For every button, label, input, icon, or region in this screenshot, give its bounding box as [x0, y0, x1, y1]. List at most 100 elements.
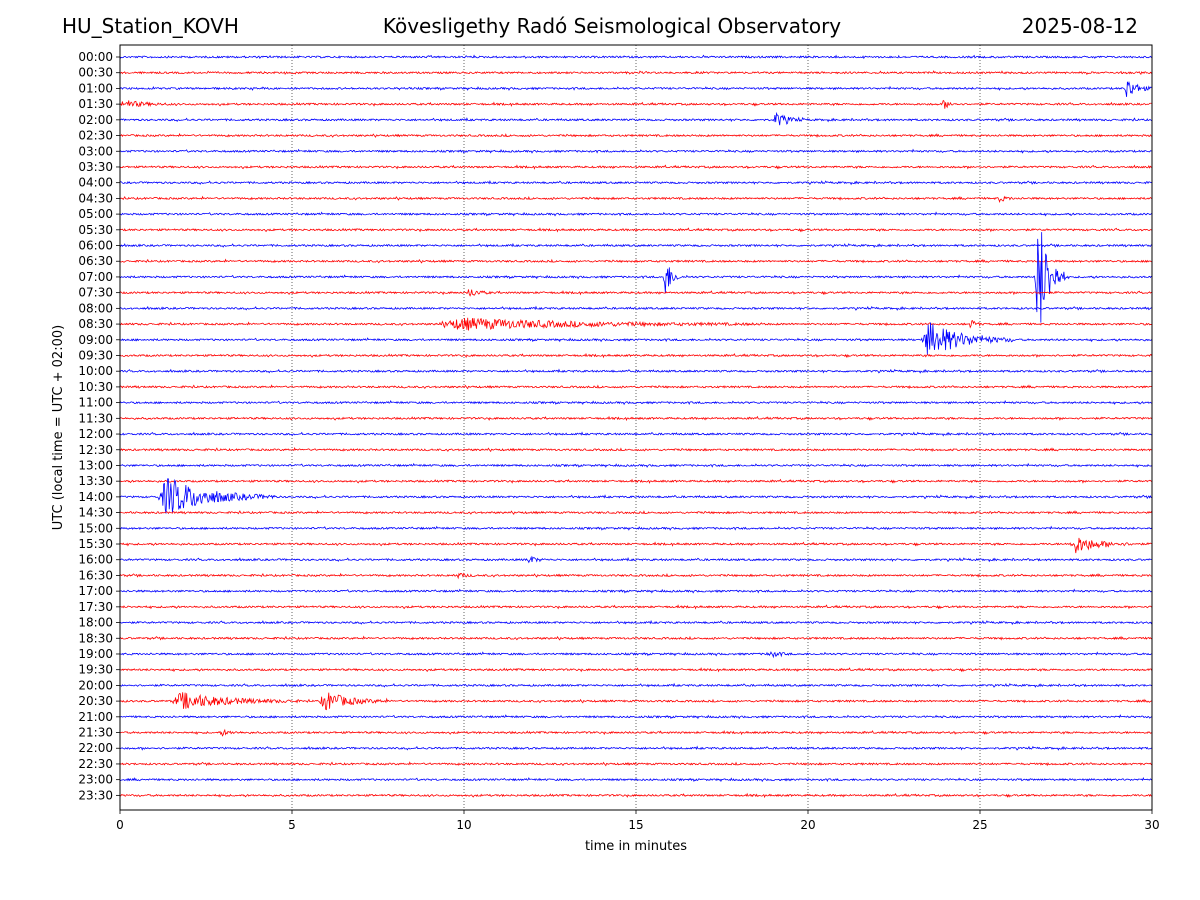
station-name: HU_Station_KOVH	[62, 14, 239, 38]
trace-0830	[120, 317, 1152, 331]
x-tick-label: 0	[116, 818, 124, 832]
trace-2100	[120, 714, 1152, 720]
trace-0900	[120, 322, 1152, 355]
trace-1000	[120, 368, 1152, 374]
trace-0230	[120, 132, 1152, 138]
x-tick-label: 15	[628, 818, 643, 832]
x-tick-label: 30	[1144, 818, 1159, 832]
y-tick-label: 23:30	[78, 788, 113, 802]
x-tick-label: 5	[288, 818, 296, 832]
trace-2000	[120, 682, 1152, 688]
y-tick-label: 21:30	[78, 726, 113, 740]
trace-0030	[120, 70, 1152, 76]
trace-1400	[120, 478, 1152, 514]
y-tick-label: 00:30	[78, 66, 113, 80]
trace-0330	[120, 164, 1152, 170]
y-tick-label: 19:00	[78, 647, 113, 661]
y-tick-label: 22:00	[78, 741, 113, 755]
y-tick-label: 03:30	[78, 160, 113, 174]
y-tick-label: 17:00	[78, 584, 113, 598]
trace-2200	[120, 745, 1152, 751]
trace-1100	[120, 399, 1152, 406]
trace-0300	[120, 148, 1152, 154]
y-tick-label: 14:30	[78, 506, 113, 520]
trace-1800	[120, 619, 1152, 626]
y-tick-label: 07:00	[78, 270, 113, 284]
x-tick-label: 10	[456, 818, 471, 832]
y-tick-label: 08:30	[78, 317, 113, 331]
y-tick-label: 02:00	[78, 113, 113, 127]
trace-1500	[120, 525, 1152, 531]
y-tick-label: 00:00	[78, 50, 113, 64]
y-tick-label: 17:30	[78, 600, 113, 614]
y-tick-label: 16:30	[78, 568, 113, 582]
y-tick-label: 16:00	[78, 553, 113, 567]
trace-1030	[120, 384, 1152, 390]
y-tick-label: 01:30	[78, 97, 113, 111]
y-tick-label: 12:00	[78, 427, 113, 441]
traces	[120, 54, 1152, 799]
y-tick-label: 15:30	[78, 537, 113, 551]
trace-0200	[120, 111, 1152, 126]
trace-0430	[120, 195, 1152, 204]
trace-2030	[120, 692, 1152, 711]
trace-2230	[120, 761, 1152, 767]
trace-0400	[120, 179, 1152, 186]
y-tick-label: 06:00	[78, 239, 113, 253]
trace-1430	[120, 509, 1152, 515]
y-tick-label: 20:00	[78, 678, 113, 692]
y-tick-label: 15:00	[78, 521, 113, 535]
y-tick-label: 03:00	[78, 144, 113, 158]
trace-1900	[120, 651, 1152, 659]
trace-1700	[120, 588, 1152, 594]
trace-0130	[120, 99, 1152, 109]
trace-0800	[120, 305, 1152, 311]
y-tick-label: 14:00	[78, 490, 113, 504]
trace-0600	[120, 242, 1152, 249]
y-tick-label: 20:30	[78, 694, 113, 708]
y-tick-label: 19:30	[78, 663, 113, 677]
y-tick-label: 09:00	[78, 333, 113, 347]
y-tick-label: 21:00	[78, 710, 113, 724]
record-date: 2025-08-12	[1021, 14, 1138, 38]
y-tick-label: 23:00	[78, 773, 113, 787]
trace-0500	[120, 211, 1152, 217]
y-tick-label: 05:30	[78, 223, 113, 237]
y-axis-label: UTC (local time = UTC + 02:00)	[51, 325, 66, 530]
y-tick-label: 18:30	[78, 631, 113, 645]
y-tick-label: 13:00	[78, 458, 113, 472]
y-tick-label: 12:30	[78, 443, 113, 457]
observatory-title: Kövesligethy Radó Seismological Observat…	[382, 14, 842, 38]
trace-1930	[120, 667, 1152, 673]
y-tick-label: 05:00	[78, 207, 113, 221]
trace-0530	[120, 227, 1152, 233]
y-tick-label: 07:30	[78, 286, 113, 300]
trace-2300	[120, 776, 1152, 783]
y-tick-label: 22:30	[78, 757, 113, 771]
trace-0930	[120, 352, 1152, 359]
trace-1530	[120, 537, 1152, 554]
trace-1130	[120, 415, 1152, 422]
y-tick-label: 11:30	[78, 411, 113, 425]
y-tick-label: 04:00	[78, 176, 113, 190]
trace-0700	[120, 232, 1152, 323]
y-tick-label: 06:30	[78, 254, 113, 268]
y-tick-label: 10:30	[78, 380, 113, 394]
y-tick-label: 08:00	[78, 301, 113, 315]
y-tick-label: 02:30	[78, 129, 113, 143]
trace-0630	[120, 258, 1152, 264]
y-tick-label: 09:30	[78, 348, 113, 362]
trace-1200	[120, 431, 1152, 437]
trace-1230	[120, 447, 1152, 453]
trace-1830	[120, 635, 1152, 641]
x-tick-label: 25	[972, 818, 987, 832]
trace-1300	[120, 462, 1152, 468]
trace-0000	[120, 54, 1152, 60]
trace-1630	[120, 572, 1152, 580]
y-tick-label: 01:00	[78, 81, 113, 95]
trace-2130	[120, 728, 1152, 737]
y-tick-label: 11:00	[78, 396, 113, 410]
trace-1330	[120, 478, 1152, 484]
trace-1730	[120, 604, 1152, 610]
